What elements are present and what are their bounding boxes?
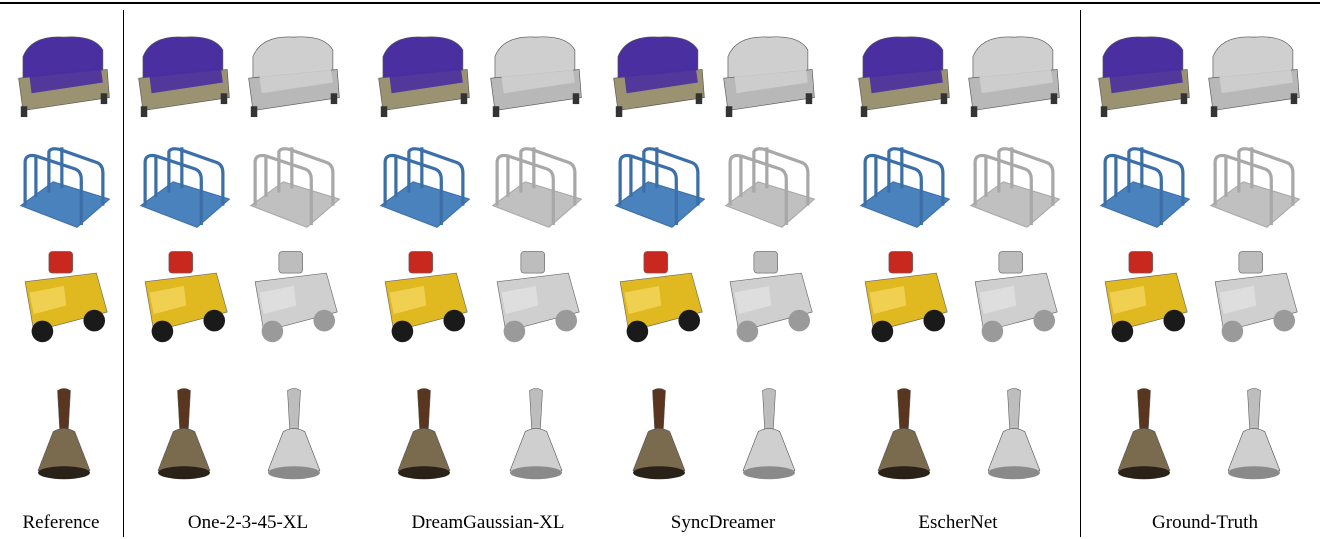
column-label-one-2-3-45-xl: One-2-3-45-XL xyxy=(187,512,309,533)
toy-truck-geometry-col5 xyxy=(1200,245,1308,353)
divider-after-reference xyxy=(123,10,124,537)
sofa-render-col0 xyxy=(10,22,118,130)
column-label-eschernet: EscherNet xyxy=(918,512,998,533)
sofa-geometry-col2 xyxy=(482,22,590,130)
bell-geometry-col2 xyxy=(482,382,590,490)
sofa-render-col4 xyxy=(850,22,958,130)
column-label-ground-truth: Ground-Truth xyxy=(1152,512,1258,533)
toy-truck-render-col1 xyxy=(130,245,238,353)
sofa-render-col5 xyxy=(1090,22,1198,130)
sofa-geometry-col3 xyxy=(715,22,823,130)
bell-render-col3 xyxy=(605,382,713,490)
bell-geometry-col5 xyxy=(1200,382,1308,490)
sofa-geometry-col5 xyxy=(1200,22,1308,130)
bell-render-col5 xyxy=(1090,382,1198,490)
rack-render-col2 xyxy=(370,130,478,238)
toy-truck-render-col4 xyxy=(850,245,958,353)
toy-truck-render-col3 xyxy=(605,245,713,353)
toy-truck-render-col5 xyxy=(1090,245,1198,353)
bell-geometry-col3 xyxy=(715,382,823,490)
rack-geometry-col2 xyxy=(482,130,590,238)
bell-geometry-col1 xyxy=(240,382,348,490)
bell-render-col1 xyxy=(130,382,238,490)
rack-render-col5 xyxy=(1090,130,1198,238)
sofa-geometry-col1 xyxy=(240,22,348,130)
bell-render-col2 xyxy=(370,382,478,490)
bell-render-col4 xyxy=(850,382,958,490)
column-label-dreamgaussian-xl: DreamGaussian-XL xyxy=(411,512,565,533)
rack-render-col3 xyxy=(605,130,713,238)
rack-render-col1 xyxy=(130,130,238,238)
top-rule xyxy=(0,2,1320,4)
sofa-render-col2 xyxy=(370,22,478,130)
rack-render-col0 xyxy=(10,130,118,238)
toy-truck-geometry-col1 xyxy=(240,245,348,353)
rack-geometry-col3 xyxy=(715,130,823,238)
rack-geometry-col1 xyxy=(240,130,348,238)
column-label-syncdreamer: SyncDreamer xyxy=(670,512,776,533)
rack-geometry-col4 xyxy=(960,130,1068,238)
rack-geometry-col5 xyxy=(1200,130,1308,238)
toy-truck-render-col2 xyxy=(370,245,478,353)
column-label-reference: Reference xyxy=(22,512,100,533)
toy-truck-geometry-col2 xyxy=(482,245,590,353)
toy-truck-render-col0 xyxy=(10,245,118,353)
rack-render-col4 xyxy=(850,130,958,238)
toy-truck-geometry-col4 xyxy=(960,245,1068,353)
sofa-geometry-col4 xyxy=(960,22,1068,130)
sofa-render-col1 xyxy=(130,22,238,130)
toy-truck-geometry-col3 xyxy=(715,245,823,353)
divider-before-ground-truth xyxy=(1080,10,1081,537)
bell-geometry-col4 xyxy=(960,382,1068,490)
bell-render-col0 xyxy=(10,382,118,490)
sofa-render-col3 xyxy=(605,22,713,130)
